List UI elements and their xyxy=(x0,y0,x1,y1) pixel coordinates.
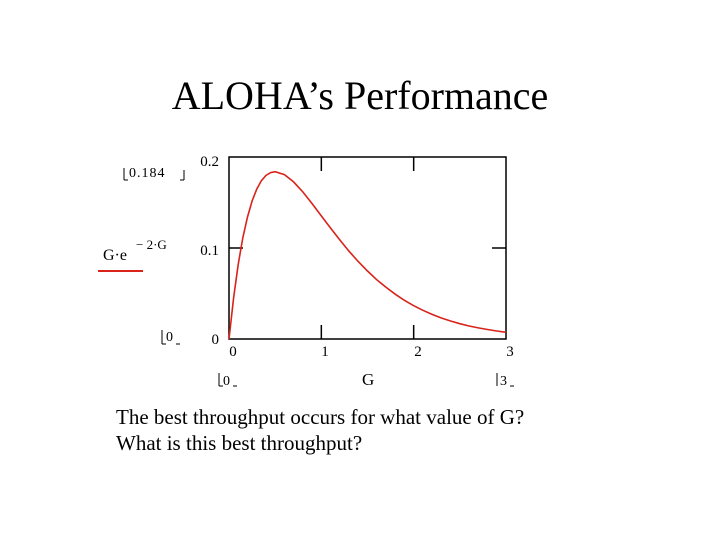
x-tick-label-2: 2 xyxy=(414,344,422,360)
tick-labels: 0.2 0.1 0 0 1 2 3 xyxy=(200,154,514,360)
y-tick-label-0.1: 0.1 xyxy=(200,243,219,259)
y-range-max-label: 0.184 xyxy=(129,166,166,181)
x-range-max-label: 3 xyxy=(500,374,507,389)
axis-labels: G·e − 2·G G xyxy=(98,237,374,389)
range-labels: 0.184 0 0 3 xyxy=(123,166,514,389)
x-tick-label-0: 0 xyxy=(229,344,237,360)
y-range-min-label: 0 xyxy=(166,330,173,345)
plot-frame xyxy=(228,156,507,340)
x-tick-label-1: 1 xyxy=(321,344,329,360)
throughput-curve xyxy=(228,170,507,340)
y-tick-label-0.2: 0.2 xyxy=(200,154,219,170)
axis-ticks xyxy=(229,157,506,339)
slide-title: ALOHA’s Performance xyxy=(171,73,549,118)
x-range-min-label: 0 xyxy=(223,374,230,389)
x-tick-label-3: 3 xyxy=(506,344,514,360)
range-bracket-marks xyxy=(123,168,514,387)
x-axis-label: G xyxy=(362,370,374,389)
question-best-g: The best throughput occurs for what valu… xyxy=(116,405,525,429)
y-axis-label: G·e xyxy=(103,247,127,264)
y-tick-label-0: 0 xyxy=(212,332,220,348)
y-axis-label-exponent: − 2·G xyxy=(136,237,167,252)
question-best-throughput: What is this best throughput? xyxy=(116,431,363,455)
